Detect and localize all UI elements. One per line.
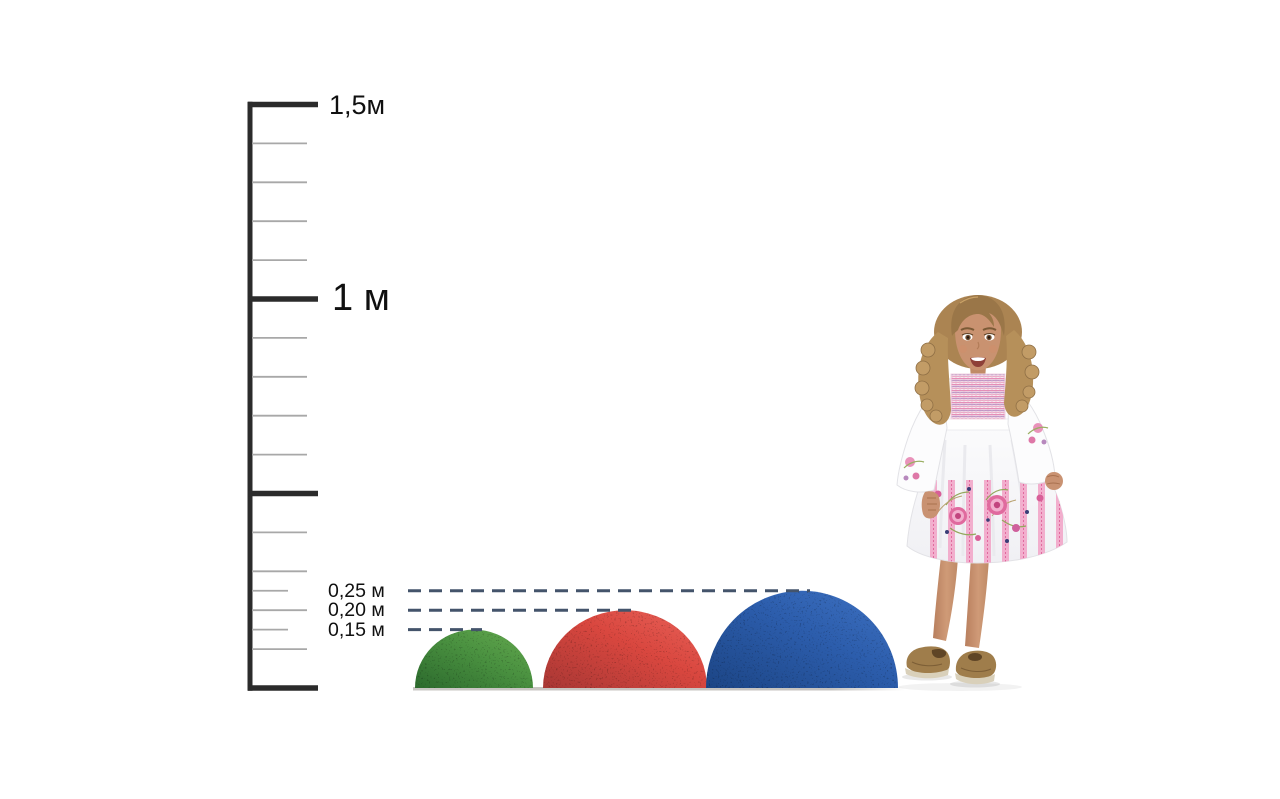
hem-embroidery [930, 480, 1063, 563]
right-leg [965, 557, 989, 648]
right-hand [1045, 472, 1063, 490]
blue-dome-texture [706, 590, 898, 688]
domes [415, 590, 898, 688]
red-dome-texture [543, 610, 707, 688]
waist-ribbon [937, 418, 1017, 431]
guide-label-0-25m: 0,25 м [328, 579, 385, 602]
guide-label-0-20m: 0,20 м [328, 599, 385, 622]
left-clog [905, 646, 950, 679]
left-hand [921, 491, 940, 519]
ruler-label-1-5m: 1,5м [329, 89, 386, 120]
hair-fringe [951, 295, 1005, 336]
ruler-label-1m: 1 м [332, 277, 390, 319]
face-features [959, 327, 997, 367]
guide-lines [408, 589, 810, 632]
right-clog [955, 650, 997, 685]
sleeve-embroidery [903, 423, 1049, 481]
smocked-bodice [950, 373, 1006, 420]
green-dome-texture [415, 629, 533, 688]
left-leg [933, 556, 958, 641]
child-shadow [898, 683, 1022, 691]
child-photo [896, 295, 1068, 691]
height-ruler [247, 101, 318, 691]
guide-label-0-15m: 0,15 м [328, 618, 385, 641]
ground-shadow [413, 687, 905, 691]
hair-curls [914, 330, 1040, 425]
